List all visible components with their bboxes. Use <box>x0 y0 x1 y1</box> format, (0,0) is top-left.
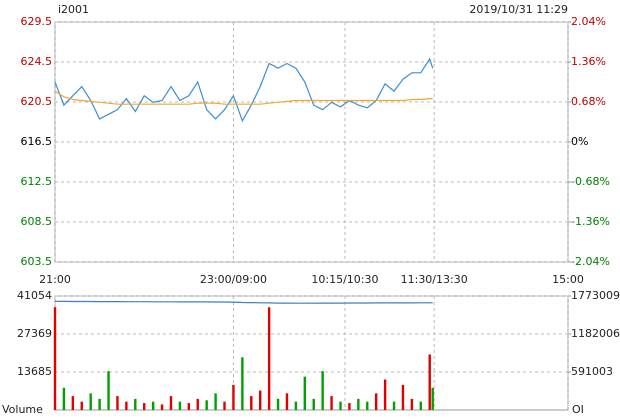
y-tick-label: 624.5 <box>21 55 53 68</box>
y2-tick-label: -2.04% <box>571 255 610 268</box>
y2-tick-label: -1.36% <box>571 215 610 228</box>
volume-bar <box>431 387 434 410</box>
volume-bar <box>294 401 298 410</box>
y2-tick-label: 1773009 <box>571 289 620 302</box>
y2-tick-label: 0% <box>571 135 588 148</box>
volume-bar <box>348 403 351 410</box>
x-tick-label: 10:15/10:30 <box>311 273 378 286</box>
volume-bar <box>374 393 378 410</box>
y-tick-label: 41054 <box>17 289 52 302</box>
y-tick-label: 620.5 <box>21 95 53 108</box>
volume-bar <box>276 398 280 410</box>
volume-bar <box>303 376 307 410</box>
x-tick-label: 21:00 <box>39 273 71 286</box>
volume-bar <box>187 403 191 410</box>
x-tick-label: 11:30/13:30 <box>401 273 468 286</box>
volume-bar <box>383 379 387 410</box>
volume-bar <box>366 401 369 410</box>
volume-bar <box>125 401 128 410</box>
volume-bar <box>151 401 155 410</box>
volume-bar <box>267 307 271 410</box>
volume-bar <box>250 396 253 410</box>
y2-tick-label: 1182006 <box>571 327 620 340</box>
y-tick-label: 612.5 <box>21 175 53 188</box>
volume-bar <box>143 403 146 410</box>
volume-bar <box>214 393 217 410</box>
y-tick-label: 608.5 <box>21 215 53 228</box>
y-tick-label: 13685 <box>17 365 52 378</box>
y2-tick-label: 591003 <box>571 365 613 378</box>
timestamp: 2019/10/31 11:29 <box>469 3 568 16</box>
volume-bar <box>196 398 199 410</box>
volume-bar <box>392 401 396 410</box>
plot-frame <box>54 295 569 411</box>
volume-bar <box>205 400 208 410</box>
volume-bar <box>321 371 324 410</box>
y2-tick-label: 2.04% <box>571 15 606 28</box>
volume-bar <box>357 398 360 410</box>
volume-bar <box>223 401 226 410</box>
y2-tick-label: -0.68% <box>571 175 610 188</box>
volume-bar <box>116 396 119 410</box>
volume-bar <box>178 401 182 410</box>
line <box>54 300 433 304</box>
volume-bar <box>89 393 92 410</box>
volume-bar <box>410 398 414 410</box>
line <box>54 57 434 123</box>
volume-bar <box>98 398 101 410</box>
volume-bar <box>428 354 431 410</box>
oi-label: OI <box>572 403 584 416</box>
volume-bar <box>339 401 342 410</box>
y-tick-label: 616.5 <box>21 135 53 148</box>
chart-title: i2001 <box>58 3 89 16</box>
volume-bar <box>401 385 405 410</box>
x-tick-label: 15:00 <box>552 273 584 286</box>
volume-bar <box>71 396 75 410</box>
volume-label: Volume <box>2 403 43 416</box>
line <box>54 90 433 105</box>
plot-frame <box>54 21 569 263</box>
volume-bar <box>80 401 83 410</box>
y2-tick-label: 1.36% <box>571 55 606 68</box>
y-tick-label: 27369 <box>17 327 52 340</box>
y-tick-label: 603.5 <box>21 255 53 268</box>
volume-bar <box>285 393 289 410</box>
volume-bar <box>160 404 164 410</box>
volume-bar <box>312 398 315 410</box>
y-tick-label: 629.5 <box>21 15 53 28</box>
volume-bar <box>330 396 333 410</box>
volume-bar <box>241 357 244 410</box>
y2-tick-label: 0.68% <box>571 95 606 108</box>
volume-bar <box>232 385 235 410</box>
volume-bar <box>53 307 57 410</box>
volume-bar <box>62 387 66 410</box>
volume-bar <box>419 401 422 410</box>
volume-bar <box>259 390 262 410</box>
volume-bar <box>134 398 137 410</box>
volume-bar <box>169 396 173 410</box>
x-tick-label: 23:00/09:00 <box>200 273 267 286</box>
volume-bar <box>107 371 110 410</box>
